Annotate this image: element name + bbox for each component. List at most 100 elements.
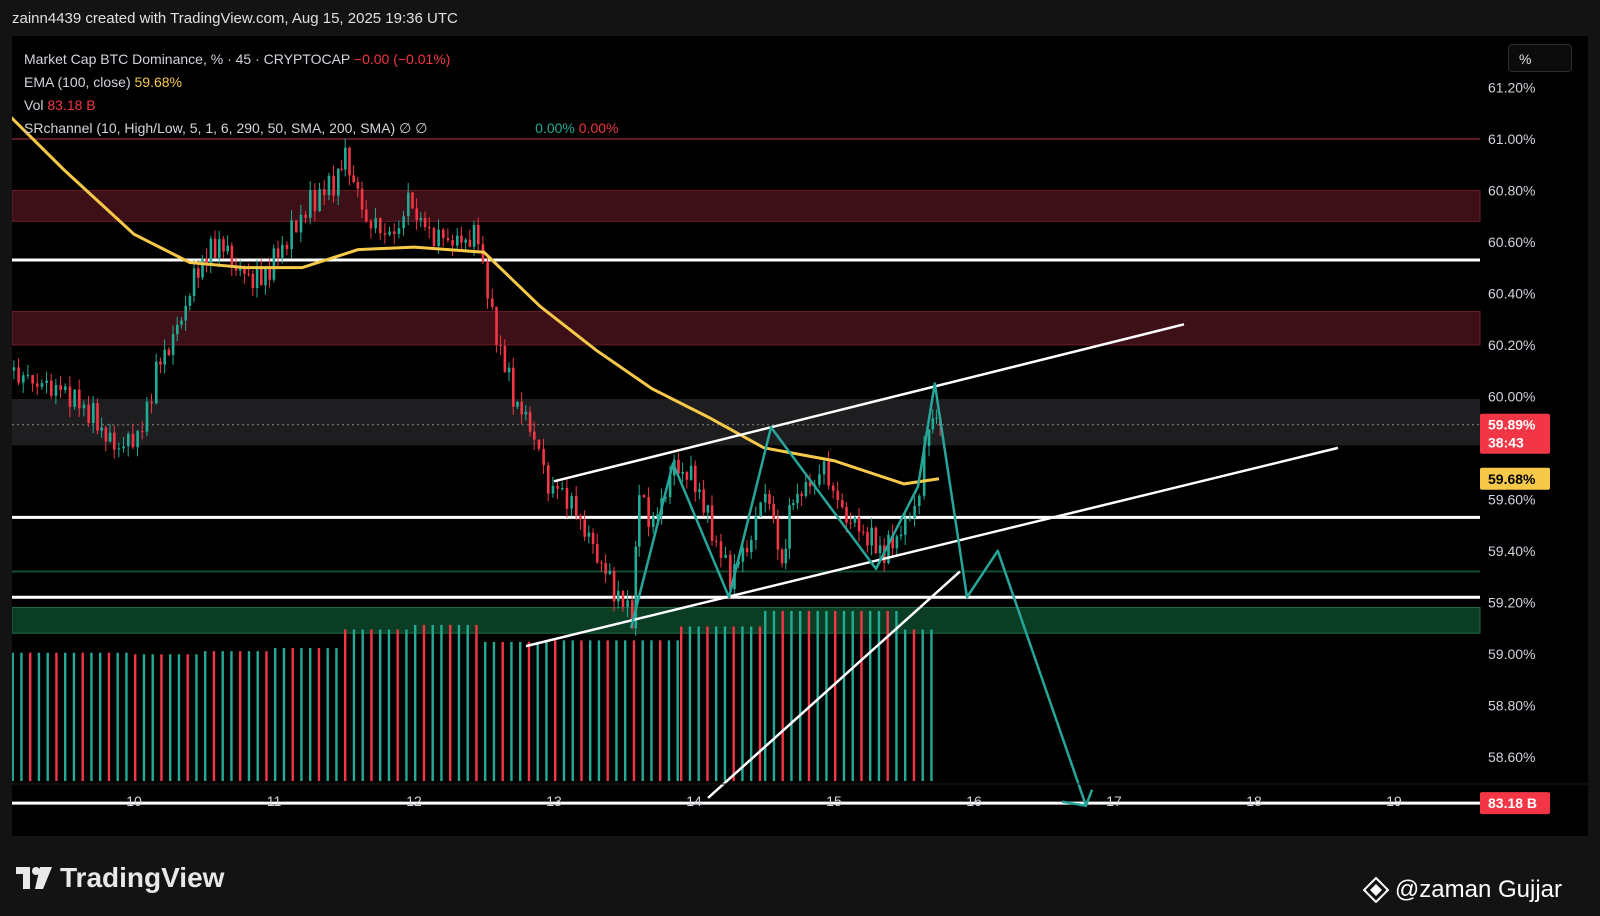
author-name: @zaman Gujjar [1394,876,1562,903]
volume-bar [440,624,443,781]
chart-legend[interactable]: Market Cap BTC Dominance, % · 45 · CRYPT… [24,48,618,140]
candle-body [792,503,795,506]
volume-bar [545,641,548,781]
sr-value-2: 0.00% [578,120,619,136]
candle-body [808,481,812,487]
candle-body [188,296,192,306]
volume-bar [597,640,601,781]
last-price-badge [1480,413,1550,454]
candle-body [192,268,196,297]
candle-body [631,600,634,629]
candle-body [741,547,745,562]
volume-bar [715,626,718,781]
candle-body [141,431,144,433]
candle-body [887,534,890,563]
resistance-zone [12,310,1481,346]
candle-body [155,361,158,404]
volume-layer [12,611,933,781]
candle-body [724,554,727,558]
candle-body [652,516,655,527]
candle-body [551,485,555,494]
candle-body [180,320,183,325]
candle-body [260,267,263,286]
tradingview-logo[interactable]: TradingView [16,862,224,894]
candle-body [776,518,780,550]
candle-body [507,367,511,373]
volume-bar [37,652,41,781]
volume-price-label: 83.18 B [1488,795,1537,811]
candle-body [383,233,387,235]
volume-bar [501,641,504,781]
legend-vol-row[interactable]: Vol 83.18 B [24,94,618,117]
candle-body [918,495,921,506]
volume-bar [326,648,329,781]
candle-body [754,516,758,540]
candle-body [874,527,878,554]
candle-body [415,208,418,221]
candle-body [621,590,625,607]
projection-path [629,382,1088,807]
chart-svg[interactable]: 61.20% 61.00% 60.80% 60.60% 60.40% 60.20% 60.0… [12,36,1588,836]
candle-body [104,427,108,442]
volume-bar [562,640,566,781]
drawings-layer[interactable] [525,323,1339,799]
candle-body [360,188,364,210]
candle-body [222,239,225,252]
candle-body [281,244,284,258]
candle-body [845,506,848,523]
price-tick-label: 59.40% [1488,543,1535,559]
created-by-text: zainn4439 created with TradingView.com, … [12,10,458,27]
candle-body [171,334,175,355]
volume-bar [834,611,837,781]
candle-body [407,192,410,217]
ema-badge [1480,467,1550,490]
candle-body [520,401,523,415]
candle-body [784,548,788,564]
price-change: −0.00 (−0.01%) [353,51,451,67]
candle-body [772,503,775,519]
price-axis[interactable]: 61.20% 61.00% 60.80% 60.60% 60.40% 60.20% 60.0… [1488,79,1535,811]
candle-body [895,536,899,549]
candle-body [818,474,821,485]
candle-body [870,527,873,546]
candle-body [836,490,840,501]
candle-body [309,189,312,218]
price-tick-label: 59.00% [1488,646,1535,662]
candle-body [656,514,659,517]
levels-layer [12,137,1480,805]
candle-body [213,238,217,258]
candle-body [647,497,650,527]
volume-bar [186,654,189,781]
candle-body [337,168,340,196]
volume-bar [431,624,434,781]
candle-body [556,485,559,489]
candle-body [612,570,616,602]
candle-body [365,209,368,222]
candle-body [698,489,701,492]
candle-body [255,267,259,289]
legend-sr-row[interactable]: SRchannel (10, High/Low, 5, 1, 6, 290, 5… [24,117,618,140]
candle-body [804,481,808,496]
ema-label: EMA (100, close) [24,74,131,90]
volume-bar [64,652,67,781]
candle-body [285,244,289,250]
candle-body [36,383,39,387]
volume-bar [282,648,286,781]
legend-ema-row[interactable]: EMA (100, close) 59.68% [24,71,618,94]
projection-layer[interactable] [629,382,1094,808]
sr-label: SRchannel (10, High/Low, 5, 1, 6, 290, 5… [24,120,396,136]
volume-bar [912,629,916,781]
legend-symbol-row[interactable]: Market Cap BTC Dominance, % · 45 · CRYPT… [24,48,618,71]
candle-body [64,386,67,391]
candle-body [456,235,459,246]
volume-bar [632,640,636,781]
percent-scale-button[interactable]: % [1508,44,1572,72]
volume-bar [554,640,557,781]
volume-bar [72,652,76,781]
candle-body [764,493,767,503]
candle-body [491,298,494,307]
time-axis[interactable]: 10 11 12 13 14 15 16 17 18 19 [12,783,1588,809]
chart-panel[interactable]: 61.20% 61.00% 60.80% 60.60% 60.40% 60.20% 60.0… [12,36,1588,836]
volume-bar [12,652,14,781]
volume-bar [475,624,478,781]
